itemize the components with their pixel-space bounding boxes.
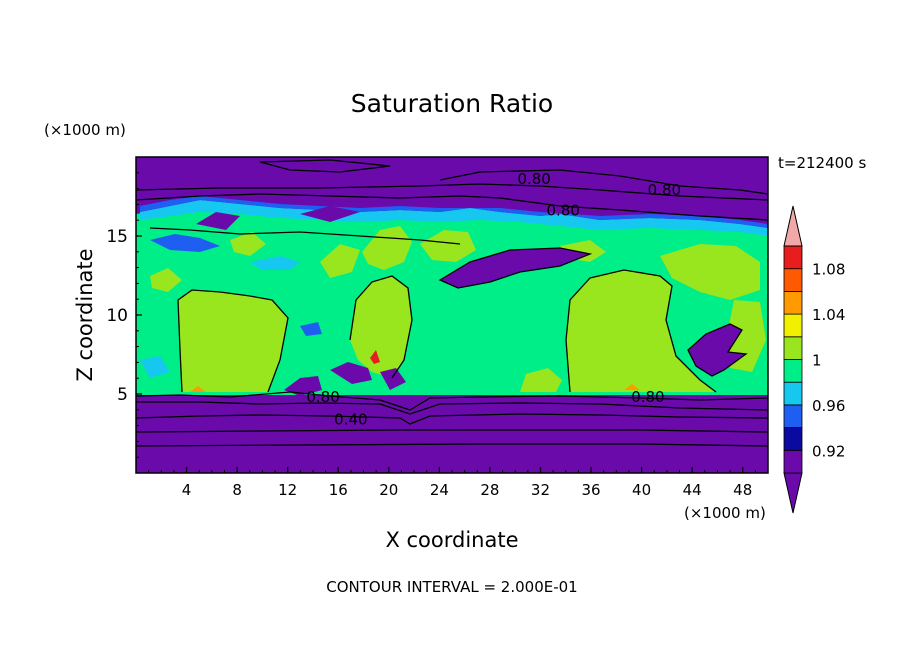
x-tick-label: 48 <box>733 481 752 499</box>
blue-patch <box>150 234 220 252</box>
contour-line <box>438 247 593 289</box>
contour-lines <box>136 159 768 447</box>
y-axis-unit: (×1000 m) <box>44 121 126 139</box>
band-1.00 <box>320 244 360 278</box>
y-axis: 5 10 15 <box>106 172 142 458</box>
contour-line <box>136 429 768 433</box>
blue-patch <box>250 256 300 270</box>
colorbar-swatch <box>783 359 803 383</box>
contour-label: 0.80 <box>631 388 664 406</box>
colorbar-swatch <box>783 336 803 360</box>
colorbar-overflow-triangle <box>783 205 803 247</box>
cyan-patch <box>140 356 170 378</box>
x-tick-label: 28 <box>480 481 499 499</box>
contour-line <box>136 391 768 411</box>
x-tick-label: 12 <box>278 481 297 499</box>
contour-line <box>349 275 413 379</box>
x-tick-label: 40 <box>632 481 651 499</box>
y-tick-label: 10 <box>106 306 128 326</box>
band-0.94 <box>140 196 768 228</box>
contour-label: 0.80 <box>306 388 339 406</box>
band-1.00 <box>150 268 182 292</box>
contour-line <box>259 159 391 173</box>
dry-intrusion <box>380 368 406 390</box>
contour-label-layer: 0.80 0.80 0.80 0.80 0.40 0.80 <box>306 170 681 428</box>
contour-label: 0.80 <box>648 181 681 199</box>
x-tick-label: 16 <box>329 481 348 499</box>
colorbar-tick-label: 0.92 <box>812 442 845 460</box>
band-1.04 <box>624 384 640 390</box>
band-1.04 <box>190 386 206 392</box>
contour-line <box>136 413 768 425</box>
contour-label: 0.80 <box>517 170 550 188</box>
dry-intrusion <box>440 248 590 288</box>
contour-line <box>687 323 748 377</box>
chart-title: Saturation Ratio <box>351 89 553 118</box>
contour-line <box>136 193 768 221</box>
colorbar-swatch <box>783 427 803 451</box>
colorbar-swatch <box>783 268 803 292</box>
contour-label: 0.40 <box>334 410 367 428</box>
y-tick-label: 5 <box>117 385 128 405</box>
band-1.00 <box>420 230 476 262</box>
dry-intrusion <box>284 376 322 396</box>
band-1.00 <box>230 232 266 256</box>
band-1.00 <box>660 244 760 300</box>
colorbar-swatch <box>783 313 803 338</box>
colorbar-tick-label: 1 <box>812 352 822 370</box>
blue-patch <box>300 322 322 336</box>
contour-label: 0.80 <box>547 202 580 220</box>
band-0.96 <box>140 200 768 236</box>
contour-interval-note: CONTOUR INTERVAL = 2.000E-01 <box>326 578 577 596</box>
colorbar-tick-label: 0.96 <box>812 397 845 415</box>
y-axis-label: Z coordinate <box>73 248 97 381</box>
contour-line <box>136 401 768 415</box>
colorbar-swatch <box>783 449 803 474</box>
contour-line <box>149 227 461 245</box>
x-tick-label: 36 <box>581 481 600 499</box>
time-label: t=212400 s <box>778 154 866 172</box>
colorbar-swatch <box>783 381 803 406</box>
band-1.00 <box>350 276 412 378</box>
contour-line <box>136 183 768 201</box>
band-1.00 <box>520 368 562 392</box>
x-tick-label: 44 <box>683 481 702 499</box>
dry-intrusion <box>688 324 746 376</box>
colorbar: 0.92 0.96 1 1.04 1.08 <box>783 205 845 514</box>
contour-line <box>177 289 289 393</box>
colorbar-tick-label: 1.04 <box>812 306 845 324</box>
band-1.00 <box>178 290 288 392</box>
x-axis-unit: (×1000 m) <box>684 504 766 522</box>
contour-line <box>565 269 717 393</box>
colorbar-swatch <box>783 245 803 270</box>
contour-line <box>136 443 768 447</box>
band-1.00 <box>566 270 716 392</box>
x-tick-label: 4 <box>182 481 192 499</box>
x-tick-label: 8 <box>232 481 242 499</box>
plot-area: 0.80 0.80 0.80 0.80 0.40 0.80 <box>136 157 768 473</box>
colorbar-swatch <box>783 290 803 315</box>
x-axis-label: X coordinate <box>385 528 518 552</box>
dry-intrusion <box>196 212 240 230</box>
dry-intrusion <box>330 362 372 384</box>
dry-intrusion <box>300 206 360 222</box>
x-tick-label: 20 <box>379 481 398 499</box>
contour-line <box>439 169 768 195</box>
colorbar-tick-label: 1.08 <box>812 261 845 279</box>
x-tick-label: 32 <box>531 481 550 499</box>
band-1.08 <box>370 350 380 364</box>
x-axis: 4 8 12 16 20 24 28 32 36 40 44 48 <box>148 467 756 499</box>
y-tick-label: 15 <box>106 227 128 247</box>
x-tick-label: 24 <box>430 481 449 499</box>
colorbar-swatch <box>783 404 803 428</box>
colorbar-underflow-triangle <box>783 472 803 514</box>
